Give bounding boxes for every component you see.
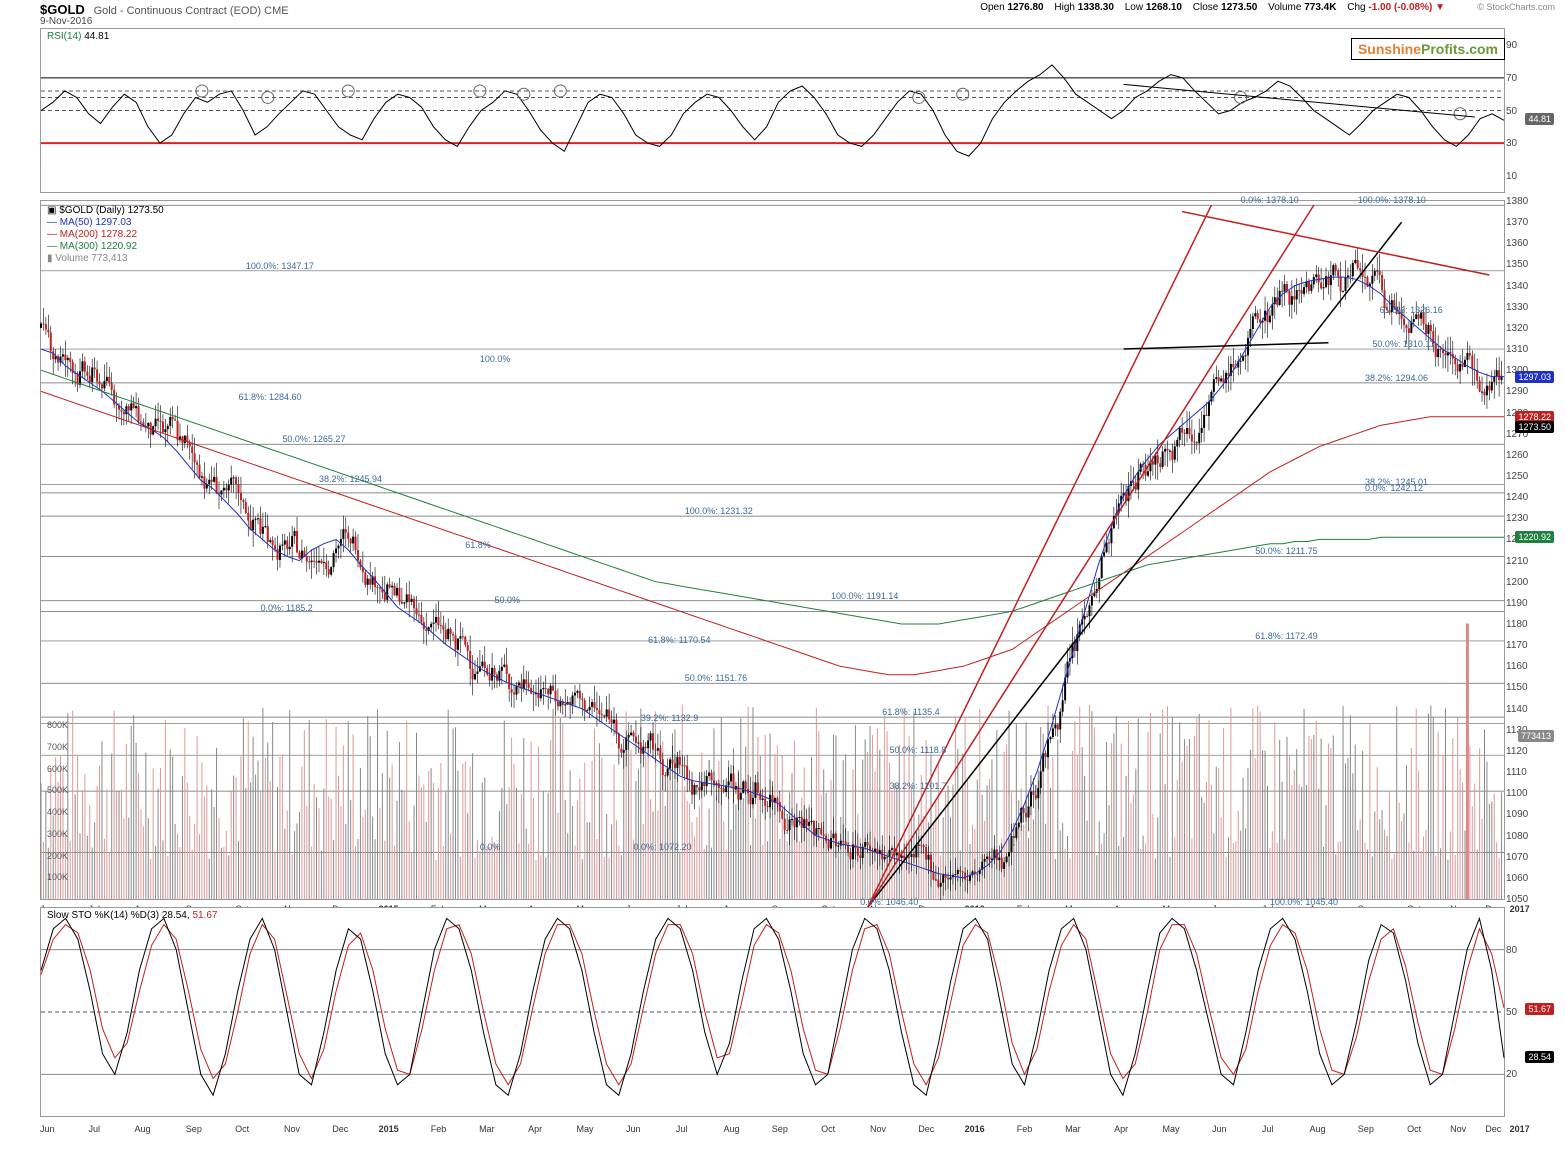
rsi-value: 44.81 <box>84 31 109 42</box>
sto-d: 51.67 <box>192 910 217 921</box>
watermark: SunshineProfits.com <box>1351 38 1505 60</box>
volume-label: Volume <box>1268 2 1301 13</box>
price-panel: ▣ $GOLD (Daily) 1273.50— MA(50) 1297.03—… <box>40 200 1505 900</box>
rsi-plot <box>41 29 1504 192</box>
price-legend: ▣ $GOLD (Daily) 1273.50— MA(50) 1297.03—… <box>47 205 164 265</box>
sto-k: 28.54 <box>162 910 187 921</box>
open-label: Open <box>980 2 1004 13</box>
low-val: 1268.10 <box>1146 2 1182 13</box>
rsi-title: RSI(14) <box>47 31 84 42</box>
subtitle: Gold - Continuous Contract (EOD) CME <box>94 5 289 17</box>
chg-val: -1.00 (-0.08%) <box>1368 2 1432 13</box>
rsi-yaxis: 103050709044.81 <box>1506 29 1554 192</box>
high-val: 1338.30 <box>1078 2 1114 13</box>
high-label: High <box>1054 2 1075 13</box>
open-val: 1276.80 <box>1007 2 1043 13</box>
low-label: Low <box>1125 2 1143 13</box>
chart-date: 9-Nov-2016 <box>40 16 92 27</box>
ticker: $GOLD <box>40 2 85 17</box>
sto-legend: Slow STO %K(14) %D(3) 28.54, 51.67 <box>47 910 217 922</box>
down-arrow-icon: ▼ <box>1435 2 1445 13</box>
watermark-2: Profits.com <box>1421 41 1498 57</box>
watermark-1: Sunshine <box>1358 41 1421 57</box>
chg-label: Chg <box>1347 2 1365 13</box>
sto-xaxis: JunJulAugSepOctNovDec2015FebMarAprMayJun… <box>40 1120 1505 1134</box>
ohlc-bar: Open 1276.80 High 1338.30 Low 1268.10 Cl… <box>972 2 1445 13</box>
close-label: Close <box>1193 2 1219 13</box>
sto-plot <box>41 908 1504 1116</box>
price-yaxis: 1050106010701080109011001110112011301140… <box>1506 201 1554 899</box>
sto-panel: Slow STO %K(14) %D(3) 28.54, 51.67 20508… <box>40 907 1505 1117</box>
sto-title: Slow STO %K(14) %D(3) <box>47 910 162 921</box>
rsi-panel: RSI(14) 44.81 103050709044.81 <box>40 28 1505 193</box>
chart-container: $GOLD Gold - Continuous Contract (EOD) C… <box>0 0 1565 1157</box>
sto-yaxis: 20508051.6728.54 <box>1506 908 1554 1116</box>
close-val: 1273.50 <box>1221 2 1257 13</box>
rsi-legend: RSI(14) 44.81 <box>47 31 109 43</box>
copyright: © StockCharts.com <box>1477 2 1555 12</box>
volume-val: 773.4K <box>1304 2 1336 13</box>
